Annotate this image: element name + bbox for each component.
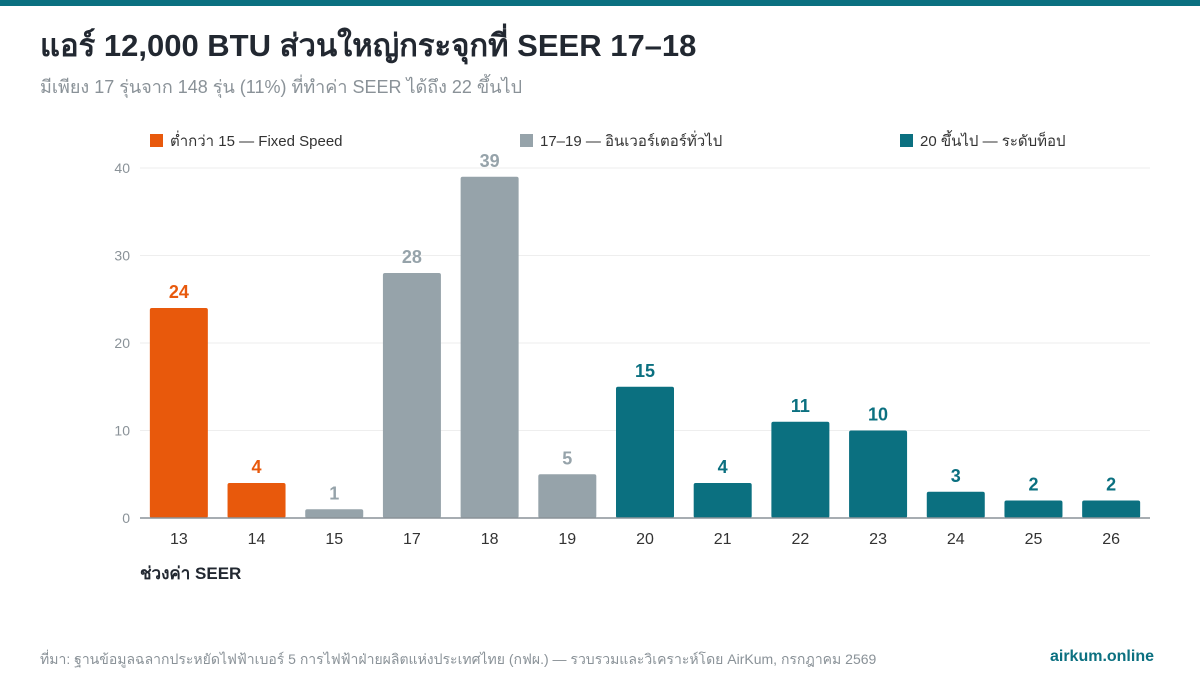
bar-value-label: 5	[562, 448, 572, 468]
x-axis-title: ช่วงค่า SEER	[140, 564, 241, 583]
bar-value-label: 2	[1106, 475, 1116, 495]
bar	[538, 474, 597, 518]
x-tick-label: 22	[791, 531, 809, 548]
x-tick-label: 25	[1025, 531, 1043, 548]
bar-value-label: 11	[791, 396, 810, 416]
x-tick-label: 19	[558, 531, 576, 548]
bar-value-label: 39	[480, 151, 500, 171]
bar	[693, 483, 752, 518]
bar-value-label: 4	[252, 457, 262, 477]
x-tick-label: 15	[325, 531, 343, 548]
x-tick-label: 13	[170, 531, 188, 548]
bar	[926, 491, 985, 518]
x-tick-label: 17	[403, 531, 421, 548]
bar-chart: 0 10 20 30 40 24 13 4 14 1 15 28 17 39 18 5 19 15 20 4 21 11 2…	[114, 130, 1150, 583]
bar-value-label: 2	[1028, 475, 1038, 495]
bar	[460, 176, 519, 518]
chart-title: แอร์ 12,000 BTU ส่วนใหญ่กระจุกที่ SEER 1…	[40, 28, 697, 63]
bar	[849, 430, 908, 518]
legend-label: 20 ขึ้นไป — ระดับท็อป	[920, 130, 1066, 150]
y-tick-label: 10	[114, 423, 130, 439]
bar	[1082, 500, 1141, 518]
bar	[616, 386, 674, 518]
bar-value-label: 1	[329, 483, 339, 503]
x-tick-label: 18	[481, 531, 499, 548]
brand-link[interactable]: airkum.online	[1049, 648, 1154, 665]
x-tick-label: 23	[869, 531, 887, 548]
bar	[305, 509, 364, 518]
x-tick-label: 14	[248, 531, 266, 548]
chart-subtitle: มีเพียง 17 รุ่นจาก 148 รุ่น (11%) ที่ทำค…	[40, 77, 523, 97]
legend-swatch	[900, 134, 913, 147]
legend-label: 17–19 — อินเวอร์เตอร์ทั่วไป	[540, 130, 722, 150]
y-tick-label: 30	[114, 248, 130, 264]
bar	[149, 308, 208, 518]
bar-value-label: 28	[402, 247, 422, 267]
legend-label: ต่ำกว่า 15 — Fixed Speed	[170, 130, 343, 150]
source-note: ที่มา: ฐานข้อมูลฉลากประหยัดไฟฟ้าเบอร์ 5 …	[40, 651, 877, 667]
bar-value-label: 4	[718, 457, 728, 477]
x-tick-label: 21	[714, 531, 732, 548]
x-tick-label: 20	[636, 531, 654, 548]
top-accent-bar	[0, 0, 1200, 6]
y-tick-label: 40	[114, 160, 130, 176]
legend-swatch	[520, 134, 533, 147]
legend-swatch	[150, 134, 163, 147]
x-tick-label: 26	[1102, 531, 1120, 548]
x-tick-label: 24	[947, 531, 965, 548]
bar-value-label: 15	[635, 361, 655, 381]
y-tick-label: 20	[114, 335, 130, 351]
bar-value-label: 3	[951, 466, 961, 486]
bar	[382, 273, 441, 518]
bar	[227, 483, 286, 518]
bar	[771, 421, 830, 518]
bar-value-label: 24	[169, 282, 189, 302]
bar	[1004, 500, 1063, 518]
bar-value-label: 10	[868, 405, 888, 425]
y-tick-label: 0	[122, 510, 130, 526]
